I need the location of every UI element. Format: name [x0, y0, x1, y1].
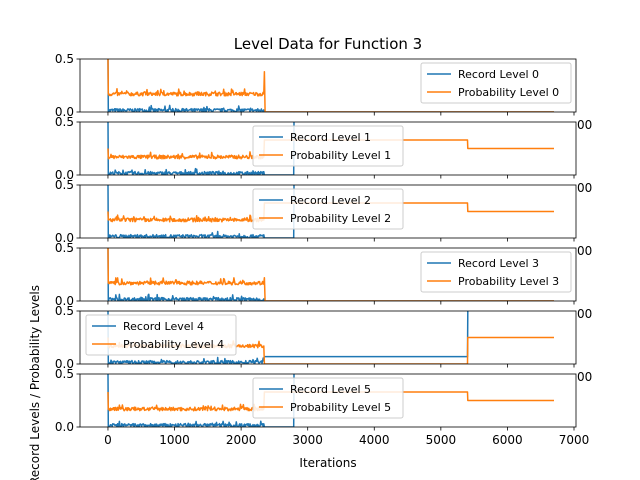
- x-tick-label-7: 7000: [559, 433, 590, 447]
- legend-label-4-0: Record Level 4: [123, 320, 204, 333]
- x-tick-label-1: 1000: [159, 433, 190, 447]
- panel-frame-1: [79, 121, 577, 176]
- legend-label-4-1: Probability Level 4: [123, 338, 224, 351]
- legend-label-2-0: Record Level 2: [290, 194, 371, 207]
- record-series-2: [107, 185, 295, 238]
- legend-4: Record Level 4 Probability Level 4: [85, 314, 237, 356]
- y-tick-label-3-1: 0.5: [55, 241, 74, 255]
- stray-tick-label-1: 00: [577, 181, 592, 195]
- legend-0: Record Level 0 Probability Level 0: [420, 62, 572, 104]
- x-tick-label-6: 6000: [492, 433, 523, 447]
- stray-tick-label-0: 00: [577, 118, 592, 132]
- y-tick-label-2-0: 0.0: [55, 231, 74, 245]
- probability-series-0: [107, 59, 554, 112]
- legend-label-2-1: Probability Level 2: [290, 212, 391, 225]
- legend-box-1: [252, 125, 404, 167]
- x-tick-label-5: 5000: [426, 433, 457, 447]
- chart-title: Level Data for Function 3: [234, 35, 422, 53]
- legend-1: Record Level 1 Probability Level 1: [252, 125, 404, 167]
- panel-plot-2: [107, 185, 554, 238]
- panel-frame-3: [79, 247, 577, 302]
- legend-box-4: [85, 314, 237, 356]
- y-tick-label-1-0: 0.0: [55, 168, 74, 182]
- legend-2: Record Level 2 Probability Level 2: [252, 188, 404, 230]
- stray-tick-label-4: 00: [577, 370, 592, 384]
- stray-tick-label-2: 00: [577, 244, 592, 258]
- probability-series-2: [107, 202, 554, 223]
- legend-label-1-0: Record Level 1: [290, 131, 371, 144]
- stray-tick-label-3: 00: [577, 307, 592, 321]
- x-tick-label-2: 2000: [226, 433, 257, 447]
- legend-label-0-1: Probability Level 0: [458, 86, 559, 99]
- panel-frame-4: [79, 310, 577, 365]
- panel-frame-0: [79, 58, 577, 113]
- y-tick-label-4-0: 0.0: [55, 357, 74, 371]
- legend-label-1-1: Probability Level 1: [290, 149, 391, 162]
- legend-label-3-0: Record Level 3: [458, 257, 539, 270]
- legend-label-5-1: Probability Level 5: [290, 401, 391, 414]
- y-tick-label-2-1: 0.5: [55, 178, 74, 192]
- x-axis: 0 1000 2000 3000 4000 5000 6000 7000: [104, 433, 589, 447]
- probability-series-5: [107, 391, 554, 412]
- y-tick-label-5-0: 0.0: [55, 420, 74, 434]
- legend-box-2: [252, 188, 404, 230]
- y-tick-label-0-1: 0.5: [55, 52, 74, 66]
- x-tick-label-4: 4000: [359, 433, 390, 447]
- record-series-3: [107, 248, 554, 301]
- record-series-5: [107, 374, 295, 427]
- y-tick-label-5-1: 0.5: [55, 367, 74, 381]
- probability-series-3: [107, 248, 554, 301]
- x-tick-label-0: 0: [104, 433, 112, 447]
- panel-5: 0.0 0.5 Record Level 5 Probability Level 5: [55, 367, 577, 434]
- legend-box-0: [420, 62, 572, 104]
- legend-3: Record Level 3 Probability Level 3: [420, 251, 572, 293]
- panel-frame-2: [79, 184, 577, 239]
- probability-series-1: [107, 139, 554, 160]
- legend-label-3-1: Probability Level 3: [458, 275, 559, 288]
- y-tick-label-4-1: 0.5: [55, 304, 74, 318]
- y-tick-label-3-0: 0.0: [55, 294, 74, 308]
- legend-label-5-0: Record Level 5: [290, 383, 371, 396]
- panel-plot-5: [107, 374, 554, 427]
- y-tick-label-1-1: 0.5: [55, 115, 74, 129]
- panel-plot-3: [107, 248, 554, 301]
- x-tick-label-3: 3000: [292, 433, 323, 447]
- panel-frame-5: [79, 373, 577, 428]
- legend-label-0-0: Record Level 0: [458, 68, 539, 81]
- legend-box-5: [252, 377, 404, 419]
- y-tick-label-0-0: 0.0: [55, 105, 74, 119]
- legend-5: Record Level 5 Probability Level 5: [252, 377, 404, 419]
- x-axis-label: Iterations: [299, 456, 356, 470]
- y-axis-label: Record Levels / Probability Levels: [28, 285, 42, 480]
- legend-box-3: [420, 251, 572, 293]
